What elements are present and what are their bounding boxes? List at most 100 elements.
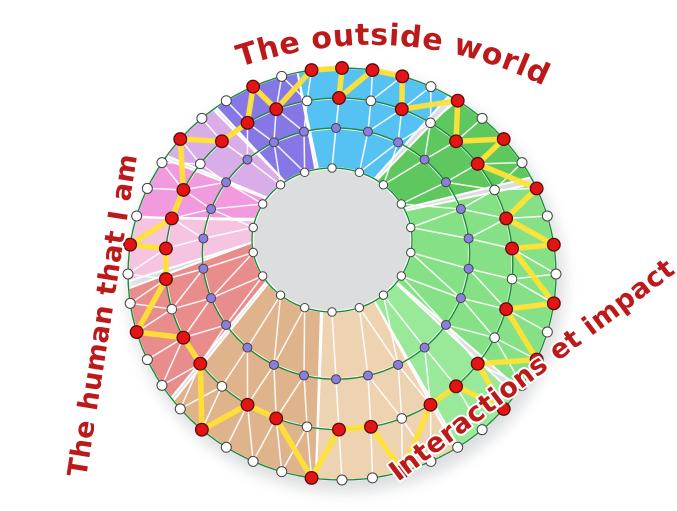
mesh-line bbox=[246, 158, 282, 186]
node bbox=[393, 359, 404, 370]
mesh-line bbox=[275, 418, 283, 472]
milestone-node-red bbox=[505, 241, 520, 256]
mesh-line bbox=[477, 363, 523, 387]
milestone-node-red bbox=[240, 397, 255, 412]
node bbox=[275, 180, 286, 190]
node bbox=[198, 263, 209, 274]
node bbox=[541, 210, 553, 222]
node bbox=[425, 117, 436, 129]
mesh-line bbox=[460, 297, 496, 339]
milestone-node-red bbox=[365, 63, 380, 78]
node bbox=[463, 263, 474, 274]
mesh-line bbox=[367, 375, 403, 419]
node bbox=[258, 199, 268, 209]
node bbox=[299, 126, 310, 137]
node bbox=[362, 370, 373, 381]
milestone-node-red bbox=[176, 182, 191, 197]
mesh-line bbox=[136, 308, 173, 333]
milestone-node-red bbox=[123, 237, 138, 252]
node bbox=[216, 381, 228, 392]
node bbox=[419, 154, 430, 165]
mesh-line bbox=[477, 161, 523, 165]
node bbox=[268, 137, 279, 148]
node bbox=[198, 233, 209, 244]
node bbox=[476, 424, 488, 436]
node bbox=[406, 222, 416, 233]
node bbox=[124, 297, 136, 309]
mesh-line bbox=[129, 278, 167, 304]
mesh-line bbox=[179, 363, 201, 410]
milestone-node-red bbox=[269, 411, 284, 426]
milestone-node-red bbox=[332, 91, 346, 105]
node bbox=[425, 455, 437, 467]
milestone-node-red bbox=[269, 102, 284, 117]
mesh-line bbox=[335, 379, 340, 430]
milestone-node-red bbox=[214, 134, 229, 149]
node bbox=[489, 184, 500, 196]
node bbox=[299, 302, 310, 313]
node bbox=[440, 319, 451, 330]
node bbox=[156, 157, 168, 169]
node bbox=[299, 167, 310, 178]
mesh-line bbox=[468, 237, 513, 250]
node bbox=[354, 167, 365, 178]
mesh-line bbox=[127, 247, 167, 275]
mesh-line bbox=[183, 324, 227, 339]
node bbox=[440, 177, 451, 188]
mesh-line bbox=[468, 217, 507, 240]
node bbox=[331, 123, 341, 133]
milestone-node-red bbox=[496, 401, 511, 416]
node bbox=[220, 441, 232, 453]
milestone-node-red bbox=[423, 397, 438, 412]
mesh-line bbox=[161, 337, 185, 386]
mesh-line bbox=[171, 297, 212, 310]
node bbox=[362, 126, 373, 137]
milestone-node-red bbox=[158, 241, 173, 256]
mesh-line bbox=[410, 251, 462, 299]
node bbox=[516, 157, 528, 169]
milestone-node-red bbox=[499, 211, 514, 226]
mesh-line bbox=[171, 268, 204, 310]
mesh-line bbox=[146, 337, 184, 361]
node bbox=[396, 199, 406, 209]
node bbox=[301, 421, 313, 433]
node bbox=[122, 268, 134, 280]
node bbox=[166, 303, 178, 315]
node bbox=[258, 271, 268, 281]
mesh-line bbox=[460, 208, 507, 220]
mesh-line bbox=[400, 275, 447, 326]
mesh-line bbox=[201, 386, 223, 430]
mesh-line bbox=[358, 131, 369, 173]
milestone-node-red bbox=[395, 69, 410, 84]
node bbox=[242, 154, 253, 165]
mesh-line bbox=[401, 418, 404, 472]
milestone-node-red bbox=[176, 330, 191, 345]
milestone-node-red bbox=[129, 325, 144, 339]
node bbox=[275, 290, 286, 300]
node bbox=[365, 95, 377, 107]
mesh-line bbox=[410, 226, 469, 240]
node bbox=[195, 158, 206, 170]
node bbox=[393, 137, 404, 148]
node bbox=[331, 374, 341, 385]
milestone-node-red bbox=[529, 352, 544, 367]
mesh-line bbox=[338, 429, 343, 481]
mesh-line bbox=[429, 404, 459, 448]
node bbox=[248, 222, 258, 233]
mesh-line bbox=[423, 347, 432, 405]
mesh-line bbox=[382, 142, 399, 186]
milestone-node-red bbox=[240, 115, 255, 130]
node bbox=[327, 307, 337, 317]
mesh-line bbox=[382, 294, 426, 349]
mesh-line bbox=[358, 307, 369, 376]
mesh-line bbox=[468, 268, 507, 310]
milestone-node-red bbox=[449, 379, 464, 394]
mesh-line bbox=[210, 275, 264, 299]
mesh-line bbox=[331, 127, 337, 169]
mesh-line bbox=[221, 347, 249, 387]
node bbox=[141, 182, 153, 194]
mesh-line bbox=[199, 324, 227, 365]
mesh-line bbox=[460, 189, 495, 210]
mesh-line bbox=[225, 181, 264, 205]
